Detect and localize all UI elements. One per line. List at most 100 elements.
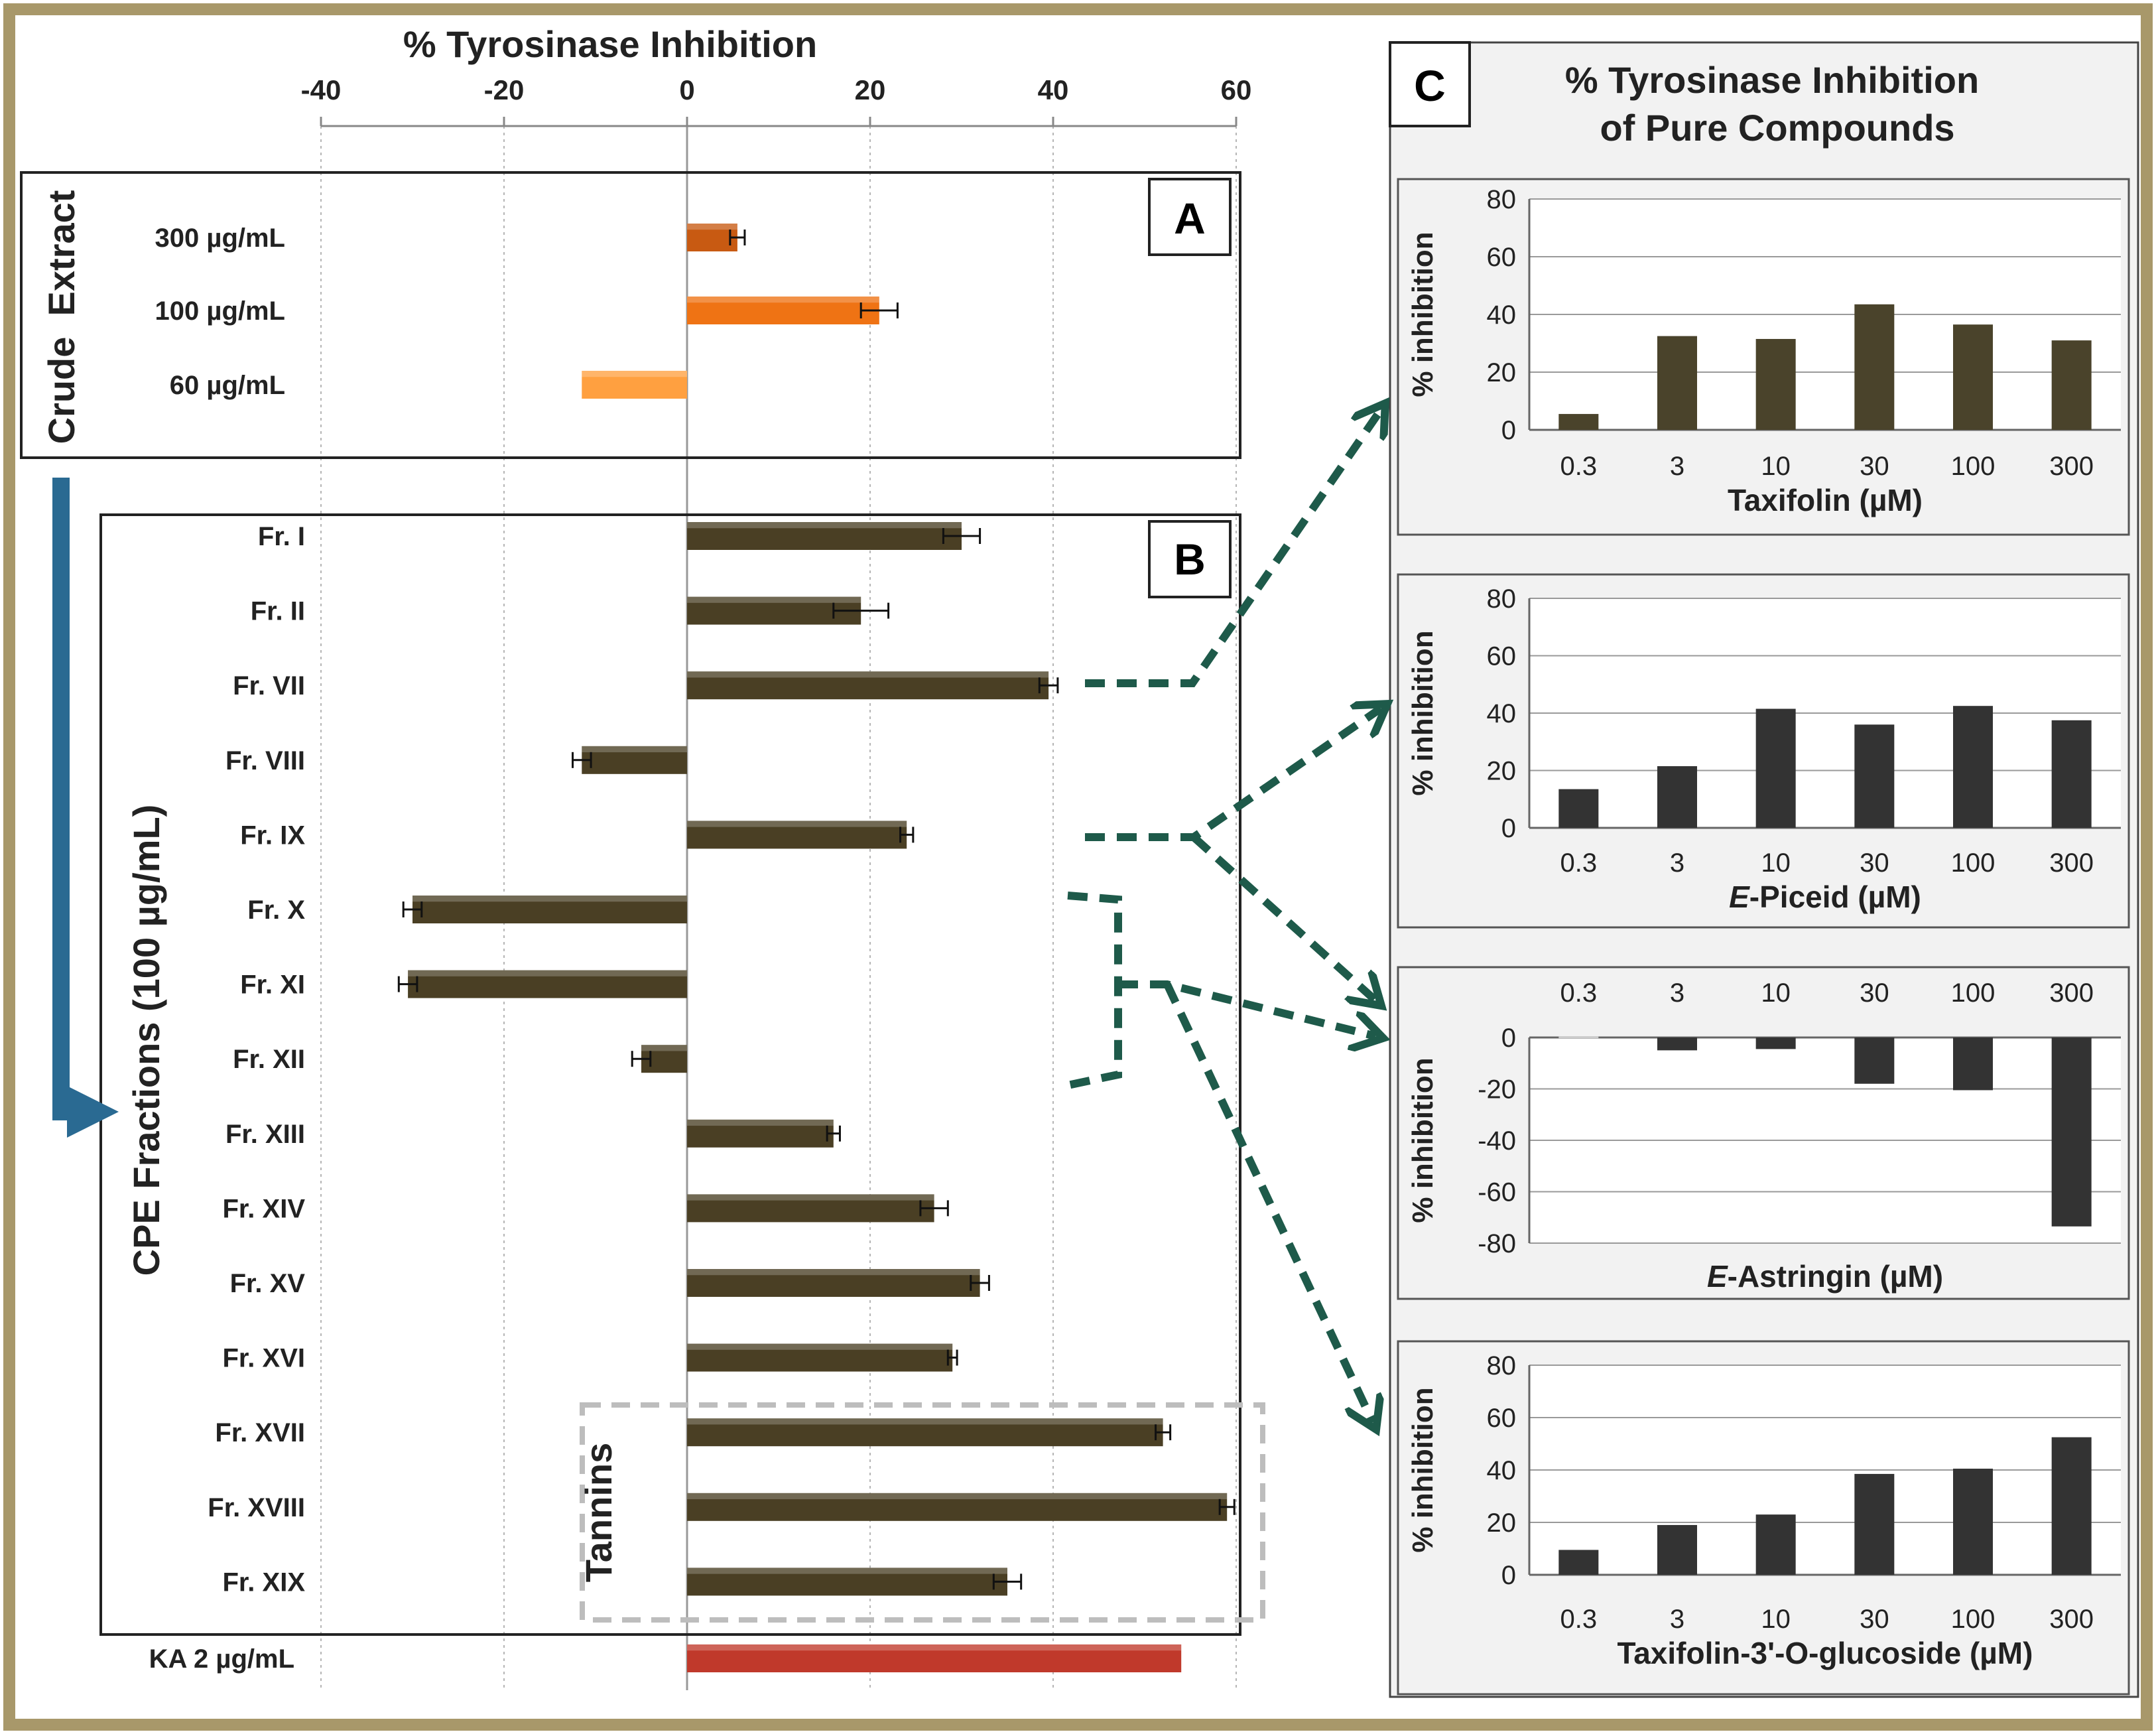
subplot-3: 0 20 40 60 80 0.3 3 10 30 100 300 Taxifolin-3'-O-gl… (1397, 1340, 2130, 1696)
x-tick-label: 100 (1951, 452, 1996, 481)
fraction-11-bar (687, 1343, 953, 1372)
fraction-10-label: Fr. XV (230, 1269, 306, 1298)
fraction-7-label: Fr. XII (233, 1045, 305, 1074)
x-tick-label: 100 (1951, 978, 1996, 1008)
fraction-2-bar-highlight (687, 671, 1049, 678)
fraction-12-bar-highlight (687, 1418, 1163, 1425)
bar-0.3 (1558, 1036, 1599, 1039)
panel-b-bars: Fr. I Fr. II Fr. VII Fr. VIII Fr. IX Fr. X Fr.… (208, 522, 1236, 1597)
fraction-13-bar (687, 1493, 1228, 1521)
panel-a-group-label: Crude Extract (40, 190, 82, 444)
fraction-14-bar-highlight (687, 1567, 1007, 1574)
bar-0.3 (1558, 414, 1599, 430)
bar-300 (2051, 1437, 2092, 1575)
x-tick-label: 10 (1761, 848, 1791, 878)
y-tick-label: 0 (1501, 1024, 1516, 1053)
fraction-1-bar (687, 596, 861, 625)
fraction-9-bar (687, 1194, 934, 1223)
bar-10 (1755, 1037, 1796, 1049)
fraction-8-label: Fr. XIII (225, 1120, 305, 1149)
x-tick-label: 300 (2049, 978, 2094, 1008)
fraction-11-bar-highlight (687, 1343, 953, 1350)
x-tick-label: 100 (1951, 1605, 1996, 1634)
panel-c-label: C (1414, 61, 1446, 110)
bar-300 (2051, 340, 2092, 430)
fraction-8-bar (687, 1119, 834, 1148)
x-axis-label-italic: E (1707, 1259, 1728, 1294)
x-tick-label: 30 (1860, 848, 1889, 878)
fraction-2-label: Fr. VII (233, 671, 305, 700)
fraction-3-bar-highlight (582, 746, 687, 753)
y-tick-label: 40 (1487, 699, 1517, 728)
bar-100 (1953, 706, 1993, 828)
bar-300 (2051, 720, 2092, 828)
crude-to-fractions-arrow (52, 478, 119, 1138)
x-tick-label: 3 (1670, 1605, 1684, 1634)
x-tick-label: 30 (1860, 452, 1889, 481)
x-tick-label: 3 (1670, 452, 1684, 481)
x-tick-label: 10 (1761, 1605, 1791, 1634)
bar-30 (1854, 304, 1895, 430)
main-chart-title: % Tyrosinase Inhibition (403, 23, 817, 65)
fraction-3-label: Fr. VIII (225, 746, 305, 775)
x-axis-label-italic: E (1729, 880, 1750, 914)
y-tick-label: 20 (1487, 1508, 1517, 1538)
fraction-10-bar-highlight (687, 1269, 980, 1276)
x-tick-label: 300 (2049, 848, 2094, 878)
kojic-acid-label: KA 2 µg/mL (149, 1644, 294, 1674)
x-tick-label: 0.3 (1560, 848, 1598, 878)
fraction-6-label: Fr. XI (240, 970, 305, 1000)
kojic-acid-bar (687, 1644, 1182, 1672)
y-tick-label: 80 (1487, 1351, 1517, 1380)
x-axis-label-text: Taxifolin (µM) (1728, 483, 1923, 517)
y-axis-label: % inhibition (1407, 1057, 1439, 1223)
fraction-5-bar-highlight (412, 896, 687, 902)
crude-0-bar-highlight (687, 224, 737, 230)
panel-a-label-box (1148, 178, 1232, 256)
y-tick-label: 0 (1501, 416, 1516, 445)
x-tick-label: 100 (1951, 848, 1996, 878)
fraction-2-bar (687, 671, 1049, 700)
subplot-2: 0 -20 -40 -60 -80 0.3 3 10 30 100 300 E-Astringin (… (1397, 966, 2130, 1300)
x-tick-label: 60 (1221, 74, 1252, 105)
fraction-9-bar-highlight (687, 1194, 934, 1201)
bar-3 (1657, 1037, 1697, 1051)
x-axis-label-text: -Astringin (µM) (1728, 1259, 1943, 1294)
x-tick-label: 0 (679, 74, 694, 105)
fraction-13-bar-highlight (687, 1493, 1228, 1500)
y-tick-label: -20 (1478, 1075, 1516, 1104)
fraction-0-bar (687, 522, 962, 550)
fraction-14-label: Fr. XIX (223, 1567, 306, 1597)
bar-0.3 (1558, 1550, 1599, 1575)
fraction-0-bar-highlight (687, 522, 962, 529)
y-axis-label: % inhibition (1407, 1387, 1439, 1552)
tannins-label: Tannins (578, 1443, 619, 1583)
control-bar-group: KA 2 µg/mL (149, 1644, 1182, 1674)
crude-1-bar (687, 297, 879, 324)
connector-arrows (1066, 410, 1381, 1422)
x-axis-label-text: -Piceid (µM) (1749, 880, 1921, 914)
x-tick-label: 0.3 (1560, 978, 1598, 1008)
fraction-4-bar-highlight (687, 821, 907, 827)
y-tick-label: -80 (1478, 1229, 1516, 1258)
kojic-acid-bar-highlight (687, 1644, 1182, 1651)
fraction-3-bar (582, 746, 687, 774)
x-axis-label: E-Astringin (µM) (1707, 1259, 1943, 1294)
crude-0-label: 300 µg/mL (155, 224, 285, 253)
x-axis-label: Taxifolin-3'-O-glucoside (µM) (1617, 1636, 2033, 1670)
bar-30 (1854, 1473, 1895, 1575)
arrow-bracket-to-glucoside (1163, 982, 1373, 1422)
x-tick-label: 300 (2049, 452, 2094, 481)
fraction-5-bar (412, 896, 687, 923)
bar-10 (1755, 338, 1796, 430)
fraction-0-label: Fr. I (258, 522, 305, 551)
fraction-4-bar (687, 821, 907, 849)
fraction-12-bar (687, 1418, 1163, 1447)
x-tick-label: -40 (301, 74, 342, 105)
y-tick-label: 0 (1501, 1561, 1516, 1590)
y-tick-label: 80 (1487, 185, 1517, 214)
bar-100 (1953, 324, 1993, 430)
x-tick-label: 10 (1761, 452, 1791, 481)
bar-3 (1657, 766, 1697, 828)
